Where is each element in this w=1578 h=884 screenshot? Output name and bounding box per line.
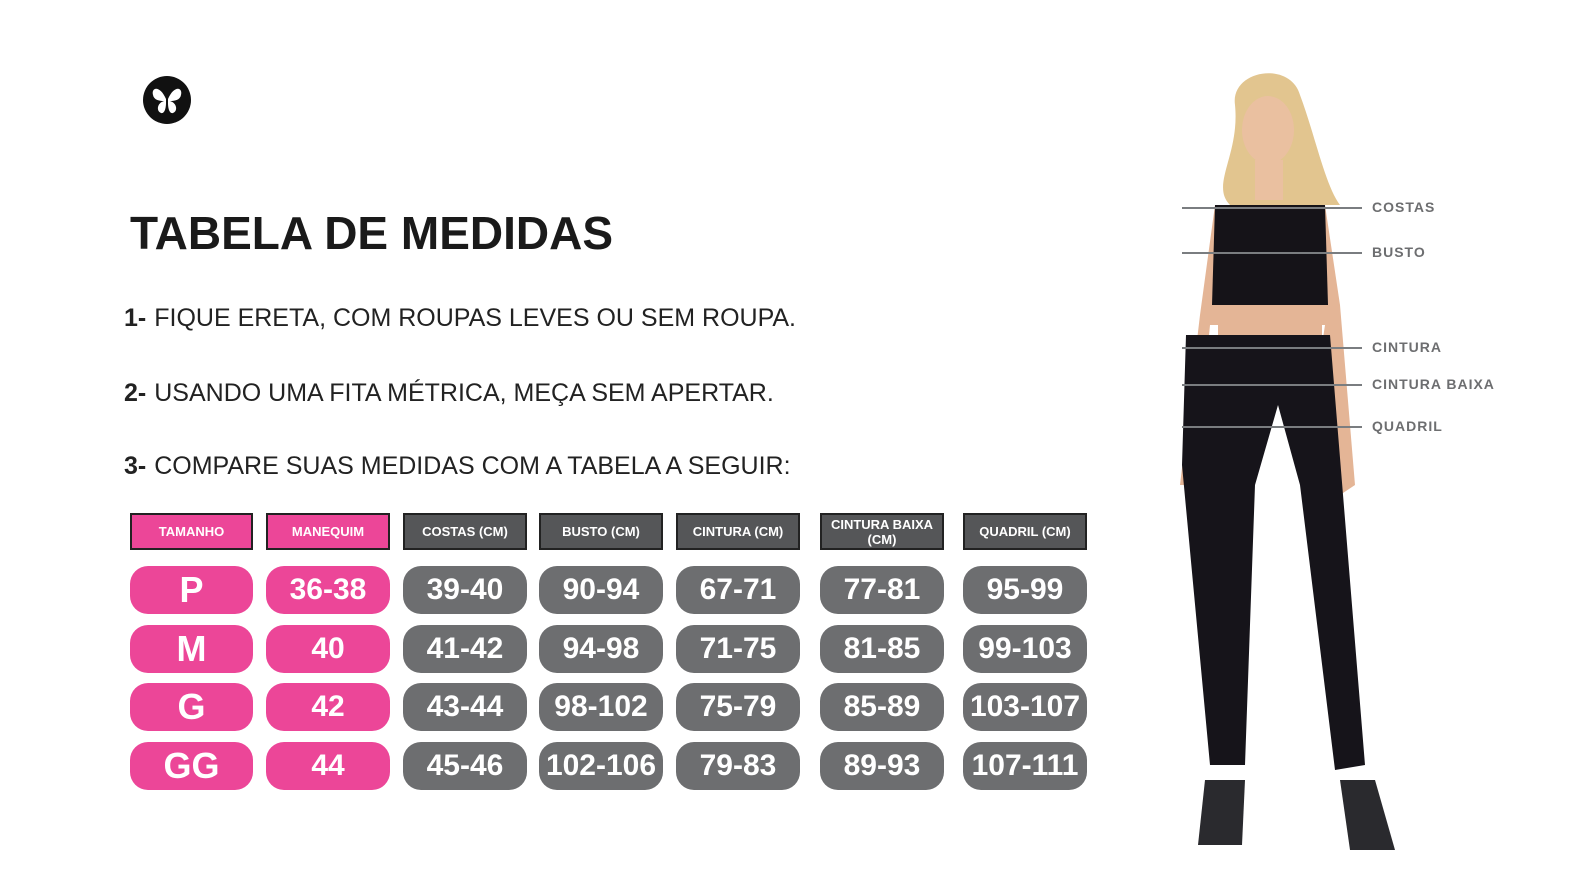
page-title: TABELA DE MEDIDAS — [130, 207, 613, 259]
measurement-line — [1182, 207, 1362, 209]
table-cell: 89-93 — [820, 742, 944, 790]
measurement-label: BUSTO — [1372, 244, 1426, 260]
butterfly-logo-icon — [143, 76, 191, 124]
table-cell: 81-85 — [820, 625, 944, 673]
column-header: CINTURA (CM) — [676, 513, 800, 550]
table-cell: 36-38 — [266, 566, 390, 614]
table-cell: 99-103 — [963, 625, 1087, 673]
table-cell: 75-79 — [676, 683, 800, 731]
model-silhouette — [1180, 73, 1395, 850]
column-header: BUSTO (CM) — [539, 513, 663, 550]
table-cell: 103-107 — [963, 683, 1087, 731]
column-header: MANEQUIM — [266, 513, 390, 550]
brand-logo — [142, 75, 192, 125]
model-figure — [1150, 65, 1410, 855]
column-header: CINTURA BAIXA (CM) — [820, 513, 944, 550]
measurement-line — [1182, 426, 1362, 428]
size-label: GG — [130, 742, 253, 790]
table-cell: 79-83 — [676, 742, 800, 790]
instruction-step: 1- FIQUE ERETA, COM ROUPAS LEVES OU SEM R… — [124, 304, 797, 332]
size-label: M — [130, 625, 253, 673]
measurement-label: QUADRIL — [1372, 418, 1443, 434]
table-cell: 44 — [266, 742, 390, 790]
instruction-step: 2- USANDO UMA FITA MÉTRICA, MEÇA SEM APER… — [124, 379, 774, 407]
measurement-label: CINTURA BAIXA — [1372, 376, 1495, 392]
measurement-line — [1182, 347, 1362, 349]
column-header: QUADRIL (CM) — [963, 513, 1087, 550]
instruction-step: 3- COMPARE SUAS MEDIDAS COM A TABELA A SE… — [124, 452, 791, 480]
table-cell: 71-75 — [676, 625, 800, 673]
measurement-line — [1182, 252, 1362, 254]
size-label: G — [130, 683, 253, 731]
table-cell: 95-99 — [963, 566, 1087, 614]
table-cell: 42 — [266, 683, 390, 731]
column-header: TAMANHO — [130, 513, 253, 550]
table-cell: 107-111 — [963, 742, 1087, 790]
table-cell: 102-106 — [539, 742, 663, 790]
table-cell: 98-102 — [539, 683, 663, 731]
table-cell: 45-46 — [403, 742, 527, 790]
table-cell: 40 — [266, 625, 390, 673]
table-cell: 85-89 — [820, 683, 944, 731]
size-label: P — [130, 566, 253, 614]
table-cell: 43-44 — [403, 683, 527, 731]
table-cell: 41-42 — [403, 625, 527, 673]
column-header: COSTAS (CM) — [403, 513, 527, 550]
measurement-label: CINTURA — [1372, 339, 1442, 355]
table-cell: 39-40 — [403, 566, 527, 614]
measurement-line — [1182, 384, 1362, 386]
table-cell: 67-71 — [676, 566, 800, 614]
table-cell: 77-81 — [820, 566, 944, 614]
measurement-label: COSTAS — [1372, 199, 1436, 215]
table-cell: 94-98 — [539, 625, 663, 673]
table-cell: 90-94 — [539, 566, 663, 614]
